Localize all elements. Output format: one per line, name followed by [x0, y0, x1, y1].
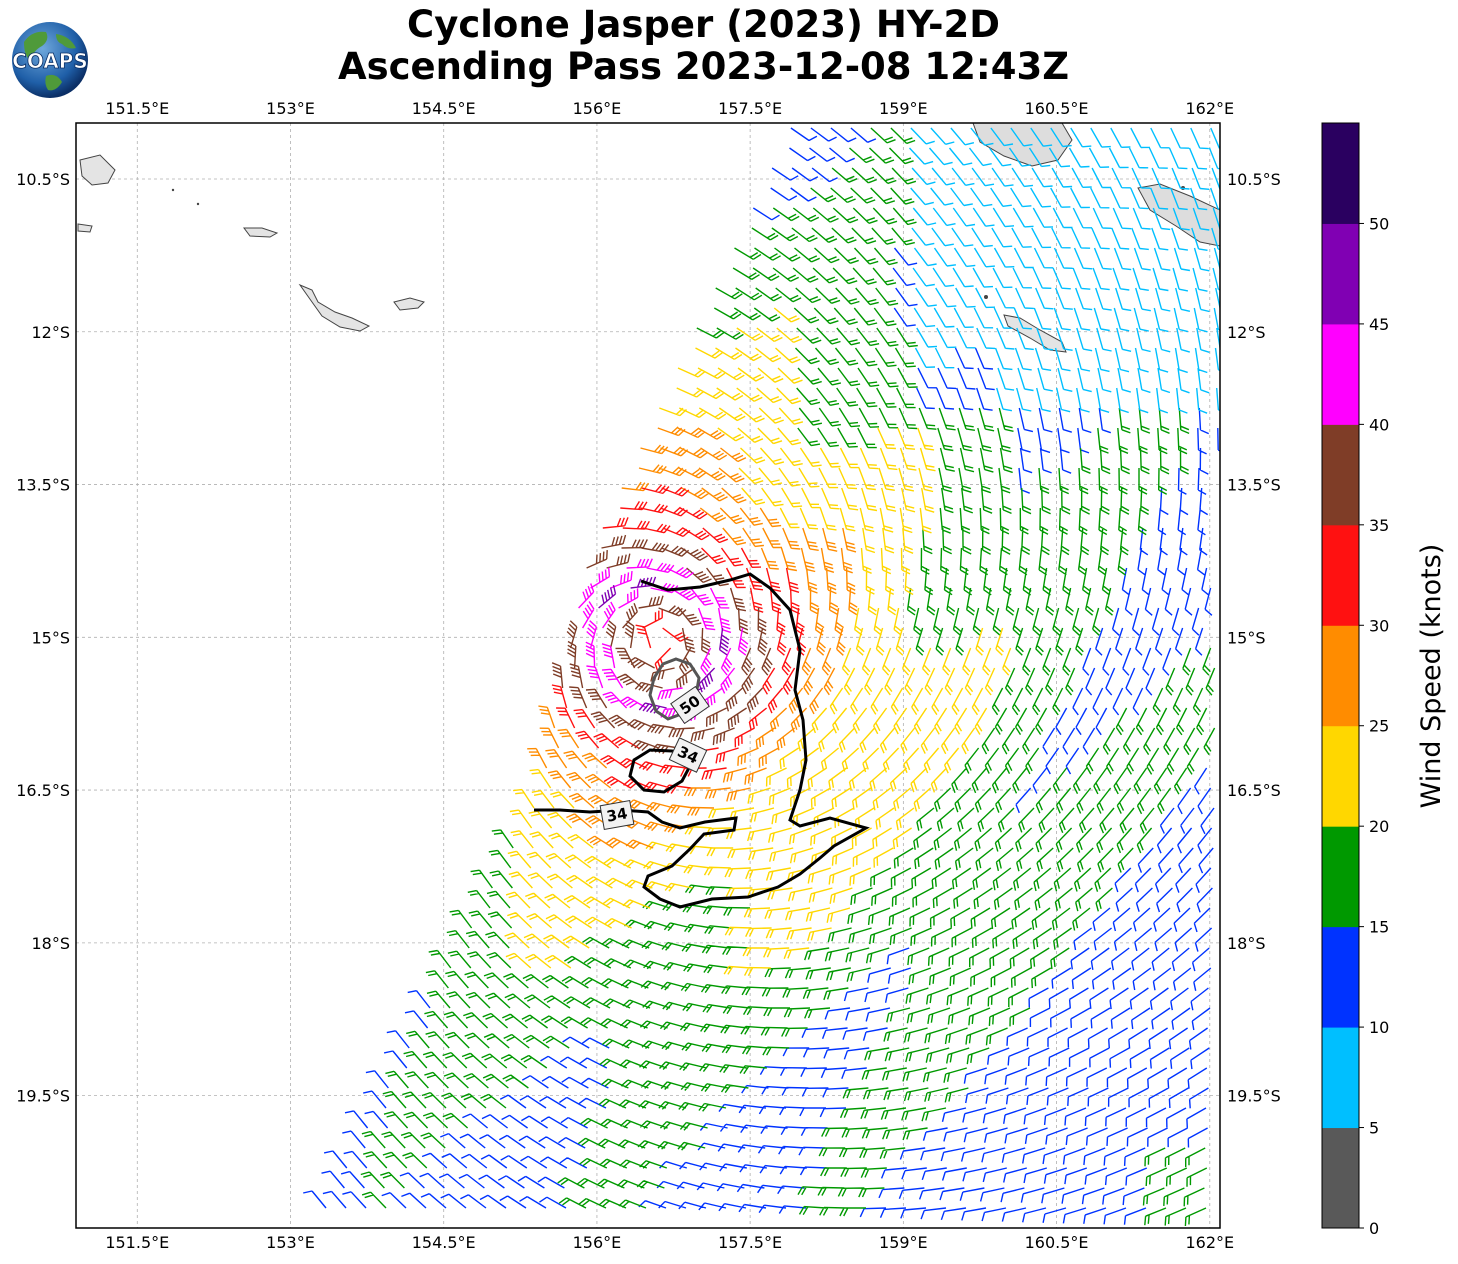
island-rossel — [393, 297, 425, 311]
wind-barbs — [303, 127, 1220, 1227]
lat-tick-label-left: 12°S — [31, 323, 70, 342]
globe-icon: COAPS — [12, 22, 88, 98]
lat-tick-label-left: 15°S — [31, 628, 70, 647]
chart-title: Cyclone Jasper (2023) HY-2D Ascending Pa… — [0, 4, 1407, 88]
lon-tick-label-top: 157.5°E — [718, 99, 782, 118]
colorbar-tick-label: 40 — [1369, 415, 1389, 434]
title-line-1: Cyclone Jasper (2023) HY-2D — [407, 3, 1000, 46]
lon-tick-label-top: 159°E — [879, 99, 928, 118]
wind-barb-group — [360, 127, 1216, 1227]
lon-tick-label-top: 162°E — [1185, 99, 1234, 118]
contour-34kt-main — [534, 572, 870, 909]
axis-ticks: 151.5°E 151.5°E 153°E 153°E 154.5°E 154.5°E 15… — [16, 99, 1281, 1252]
logo-text: COAPS — [12, 49, 88, 73]
island-louisiade — [298, 283, 371, 332]
lat-tick-label-right: 16.5°S — [1227, 781, 1281, 800]
lon-tick-label-bottom: 153°E — [266, 1233, 315, 1252]
colorbar-frame — [1321, 122, 1360, 1229]
colorbar-segment — [1322, 1127, 1359, 1229]
lat-tick-label-right: 10.5°S — [1227, 170, 1281, 189]
lat-tick-label-left: 13.5°S — [16, 476, 70, 495]
colorbar-tick-label: 5 — [1369, 1119, 1379, 1138]
colorbar-segment — [1322, 123, 1359, 224]
island-west-small — [77, 223, 93, 233]
lat-tick-label-right: 13.5°S — [1227, 476, 1281, 495]
colorbar-segment — [1322, 625, 1359, 727]
contour-label-34-b-text: 34 — [605, 804, 629, 825]
lon-tick-label-top: 154.5°E — [412, 99, 476, 118]
island-northwest — [79, 154, 116, 186]
lon-tick-label-bottom: 157.5°E — [718, 1233, 782, 1252]
lon-tick-label-bottom: 162°E — [1185, 1233, 1234, 1252]
colorbar-tick-label: 35 — [1369, 516, 1389, 535]
colorbar-tick-label: 20 — [1369, 817, 1389, 836]
colorbar-segment — [1322, 1027, 1359, 1129]
colorbar-tick-label: 45 — [1369, 315, 1389, 334]
lat-tick-label-right: 19.5°S — [1227, 1087, 1281, 1106]
colorbar-segment — [1322, 223, 1359, 325]
islet-2 — [196, 202, 200, 206]
wind-barb-group — [578, 558, 749, 724]
lon-tick-label-bottom: 151.5°E — [105, 1233, 169, 1252]
colorbar-segment — [1322, 524, 1359, 626]
wind-barb-group — [527, 426, 858, 850]
lat-tick-label-right: 18°S — [1227, 934, 1266, 953]
title-line-2: Ascending Pass 2023-12-08 12:43Z — [337, 45, 1070, 88]
wind-barb-group — [908, 127, 1220, 414]
lon-tick-label-bottom: 156°E — [573, 1233, 622, 1252]
island-rennell — [1003, 314, 1067, 353]
colorbar-tick-label: 50 — [1369, 214, 1389, 233]
lon-tick-label-top: 153°E — [266, 99, 315, 118]
contour-label-34-b: 34 — [599, 799, 635, 831]
lat-tick-label-right: 15°S — [1227, 628, 1266, 647]
lat-tick-label-left: 19.5°S — [16, 1087, 70, 1106]
wind-barb-group — [504, 307, 1012, 977]
islet-1 — [171, 188, 175, 192]
wind-barb-group — [303, 127, 1220, 1225]
contour-50kt — [648, 657, 701, 721]
lon-tick-label-top: 160.5°E — [1025, 99, 1089, 118]
colorbar-tick-label: 25 — [1369, 717, 1389, 736]
colorbar-title: Wind Speed (knots) — [1416, 544, 1447, 809]
lon-tick-label-top: 156°E — [573, 99, 622, 118]
lat-tick-label-left: 10.5°S — [16, 170, 70, 189]
colorbar-segment — [1322, 323, 1359, 425]
lat-tick-label-left: 18°S — [31, 934, 70, 953]
colorbar-segment — [1322, 725, 1359, 827]
lon-tick-label-bottom: 159°E — [879, 1233, 928, 1252]
colorbar-tick-label: 10 — [1369, 1018, 1389, 1037]
lon-tick-label-bottom: 154.5°E — [412, 1233, 476, 1252]
colorbar-tick-label: 15 — [1369, 918, 1389, 937]
island-solomon-east — [1137, 183, 1220, 247]
lat-tick-label-left: 16.5°S — [16, 781, 70, 800]
map-frame — [75, 122, 1221, 1229]
colorbar: 0 5 10 15 20 25 30 35 40 45 50 — [1321, 122, 1389, 1238]
colorbar-segment — [1322, 926, 1359, 1028]
colorbar-tick-label: 30 — [1369, 616, 1389, 635]
colorbar-segment — [1322, 424, 1359, 526]
colorbar-tick-label: 0 — [1369, 1219, 1379, 1238]
lon-tick-label-bottom: 160.5°E — [1025, 1233, 1089, 1252]
coastlines — [77, 123, 1220, 353]
lat-tick-label-right: 12°S — [1227, 323, 1266, 342]
contour-label-34-a: 34 — [668, 737, 708, 773]
lon-tick-label-top: 151.5°E — [105, 99, 169, 118]
colorbar-segment — [1322, 826, 1359, 928]
islet-3 — [984, 295, 988, 299]
island-west — [243, 227, 279, 238]
